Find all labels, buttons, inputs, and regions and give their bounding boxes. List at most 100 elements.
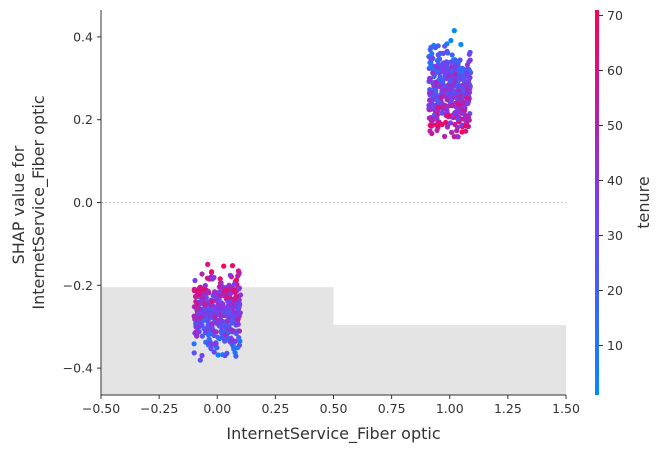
scatter-point [464, 62, 470, 68]
scatter-point [451, 28, 457, 34]
scatter-point [463, 128, 469, 134]
colorbar [595, 10, 599, 395]
scatter-point [235, 316, 241, 322]
scatter-point [219, 335, 225, 341]
scatter-point [435, 120, 441, 126]
scatter-point [233, 309, 239, 316]
scatter-point [442, 102, 448, 108]
scatter-point [199, 352, 205, 359]
scatter-point [231, 346, 237, 352]
scatter-point [438, 94, 444, 100]
scatter-point [191, 341, 197, 347]
scatter-point [432, 45, 438, 51]
scatter-point [226, 323, 232, 330]
scatter-point [233, 353, 239, 359]
scatter-point [449, 64, 455, 70]
scatter-point [212, 341, 218, 347]
scatter-point [194, 300, 200, 306]
scatter-point [206, 336, 212, 342]
scatter-point [226, 335, 232, 342]
scatter-point [215, 352, 221, 358]
scatter-points [191, 28, 474, 363]
x-tick-label: 1.50 [552, 401, 580, 416]
scatter-point [451, 79, 457, 85]
scatter-point [458, 41, 464, 48]
scatter-point [214, 320, 220, 326]
x-tick-label: −0.25 [140, 401, 178, 416]
scatter-point [452, 110, 458, 116]
scatter-point [462, 123, 469, 129]
scatter-point [204, 290, 210, 296]
colorbar-tick-label: 30 [607, 228, 623, 243]
scatter-point [192, 277, 198, 284]
colorbar-label: tenure [634, 176, 653, 228]
scatter-point [466, 76, 472, 83]
scatter-point [439, 121, 445, 128]
scatter-point [428, 56, 434, 62]
scatter-point [194, 333, 200, 339]
scatter-point [211, 349, 217, 355]
scatter-point [191, 313, 197, 319]
scatter-point [446, 112, 452, 118]
scatter-point [229, 327, 235, 333]
y-tick-label: −0.2 [63, 278, 93, 293]
scatter-point [449, 129, 455, 135]
scatter-point [197, 357, 203, 363]
scatter-point [427, 97, 433, 103]
colorbar-tick-label: 60 [607, 63, 623, 78]
scatter-point [437, 84, 443, 90]
y-tick-label: −0.4 [63, 361, 93, 376]
scatter-point [455, 116, 461, 122]
x-tick-label: −0.50 [82, 401, 120, 416]
colorbar-tick-label: 10 [607, 338, 623, 353]
scatter-point [449, 52, 455, 58]
scatter-point [197, 284, 203, 290]
scatter-point [430, 70, 436, 76]
y-axis-title-line-2: InternetService_Fiber optic [29, 95, 49, 309]
scatter-point [207, 330, 213, 336]
scatter-point [224, 295, 230, 301]
scatter-point [193, 329, 199, 335]
y-axis-title: SHAP value for InternetService_Fiber opt… [9, 95, 49, 309]
histogram-bin [333, 324, 566, 395]
scatter-point [199, 271, 205, 277]
scatter-point [428, 118, 435, 124]
scatter-point [442, 133, 448, 139]
scatter-point [195, 305, 201, 311]
scatter-point [209, 269, 215, 275]
scatter-point [451, 90, 458, 96]
scatter-point [209, 306, 215, 312]
scatter-point [447, 59, 453, 65]
scatter-point [464, 70, 470, 76]
scatter-point [466, 51, 472, 57]
scatter-point [462, 107, 468, 113]
scatter-point [464, 95, 470, 101]
scatter-point [444, 41, 450, 47]
scatter-point [452, 121, 458, 128]
scatter-point [226, 282, 232, 288]
scatter-point [459, 85, 465, 91]
scatter-point [427, 128, 433, 134]
scatter-point [434, 97, 440, 104]
scatter-point [218, 292, 224, 298]
scatter-point [427, 122, 433, 128]
scatter-point [427, 104, 433, 110]
scatter-point [217, 276, 223, 282]
scatter-point [440, 77, 446, 83]
scatter-point [428, 44, 434, 50]
x-tick-label: 0.25 [261, 401, 289, 416]
y-axis-title-line-1: SHAP value for [9, 145, 28, 264]
colorbar-ticks: 10 20 30 40 50 60 70 [599, 8, 623, 353]
scatter-point [200, 295, 206, 301]
colorbar-tick-label: 50 [607, 118, 623, 133]
scatter-point [442, 87, 448, 94]
scatter-point [199, 333, 205, 339]
scatter-point [446, 72, 453, 78]
scatter-point [449, 102, 455, 108]
scatter-point [449, 83, 455, 89]
scatter-point [212, 289, 218, 295]
scatter-point [460, 77, 466, 83]
scatter-point [203, 295, 209, 301]
scatter-point [433, 116, 439, 122]
scatter-point [197, 309, 203, 316]
